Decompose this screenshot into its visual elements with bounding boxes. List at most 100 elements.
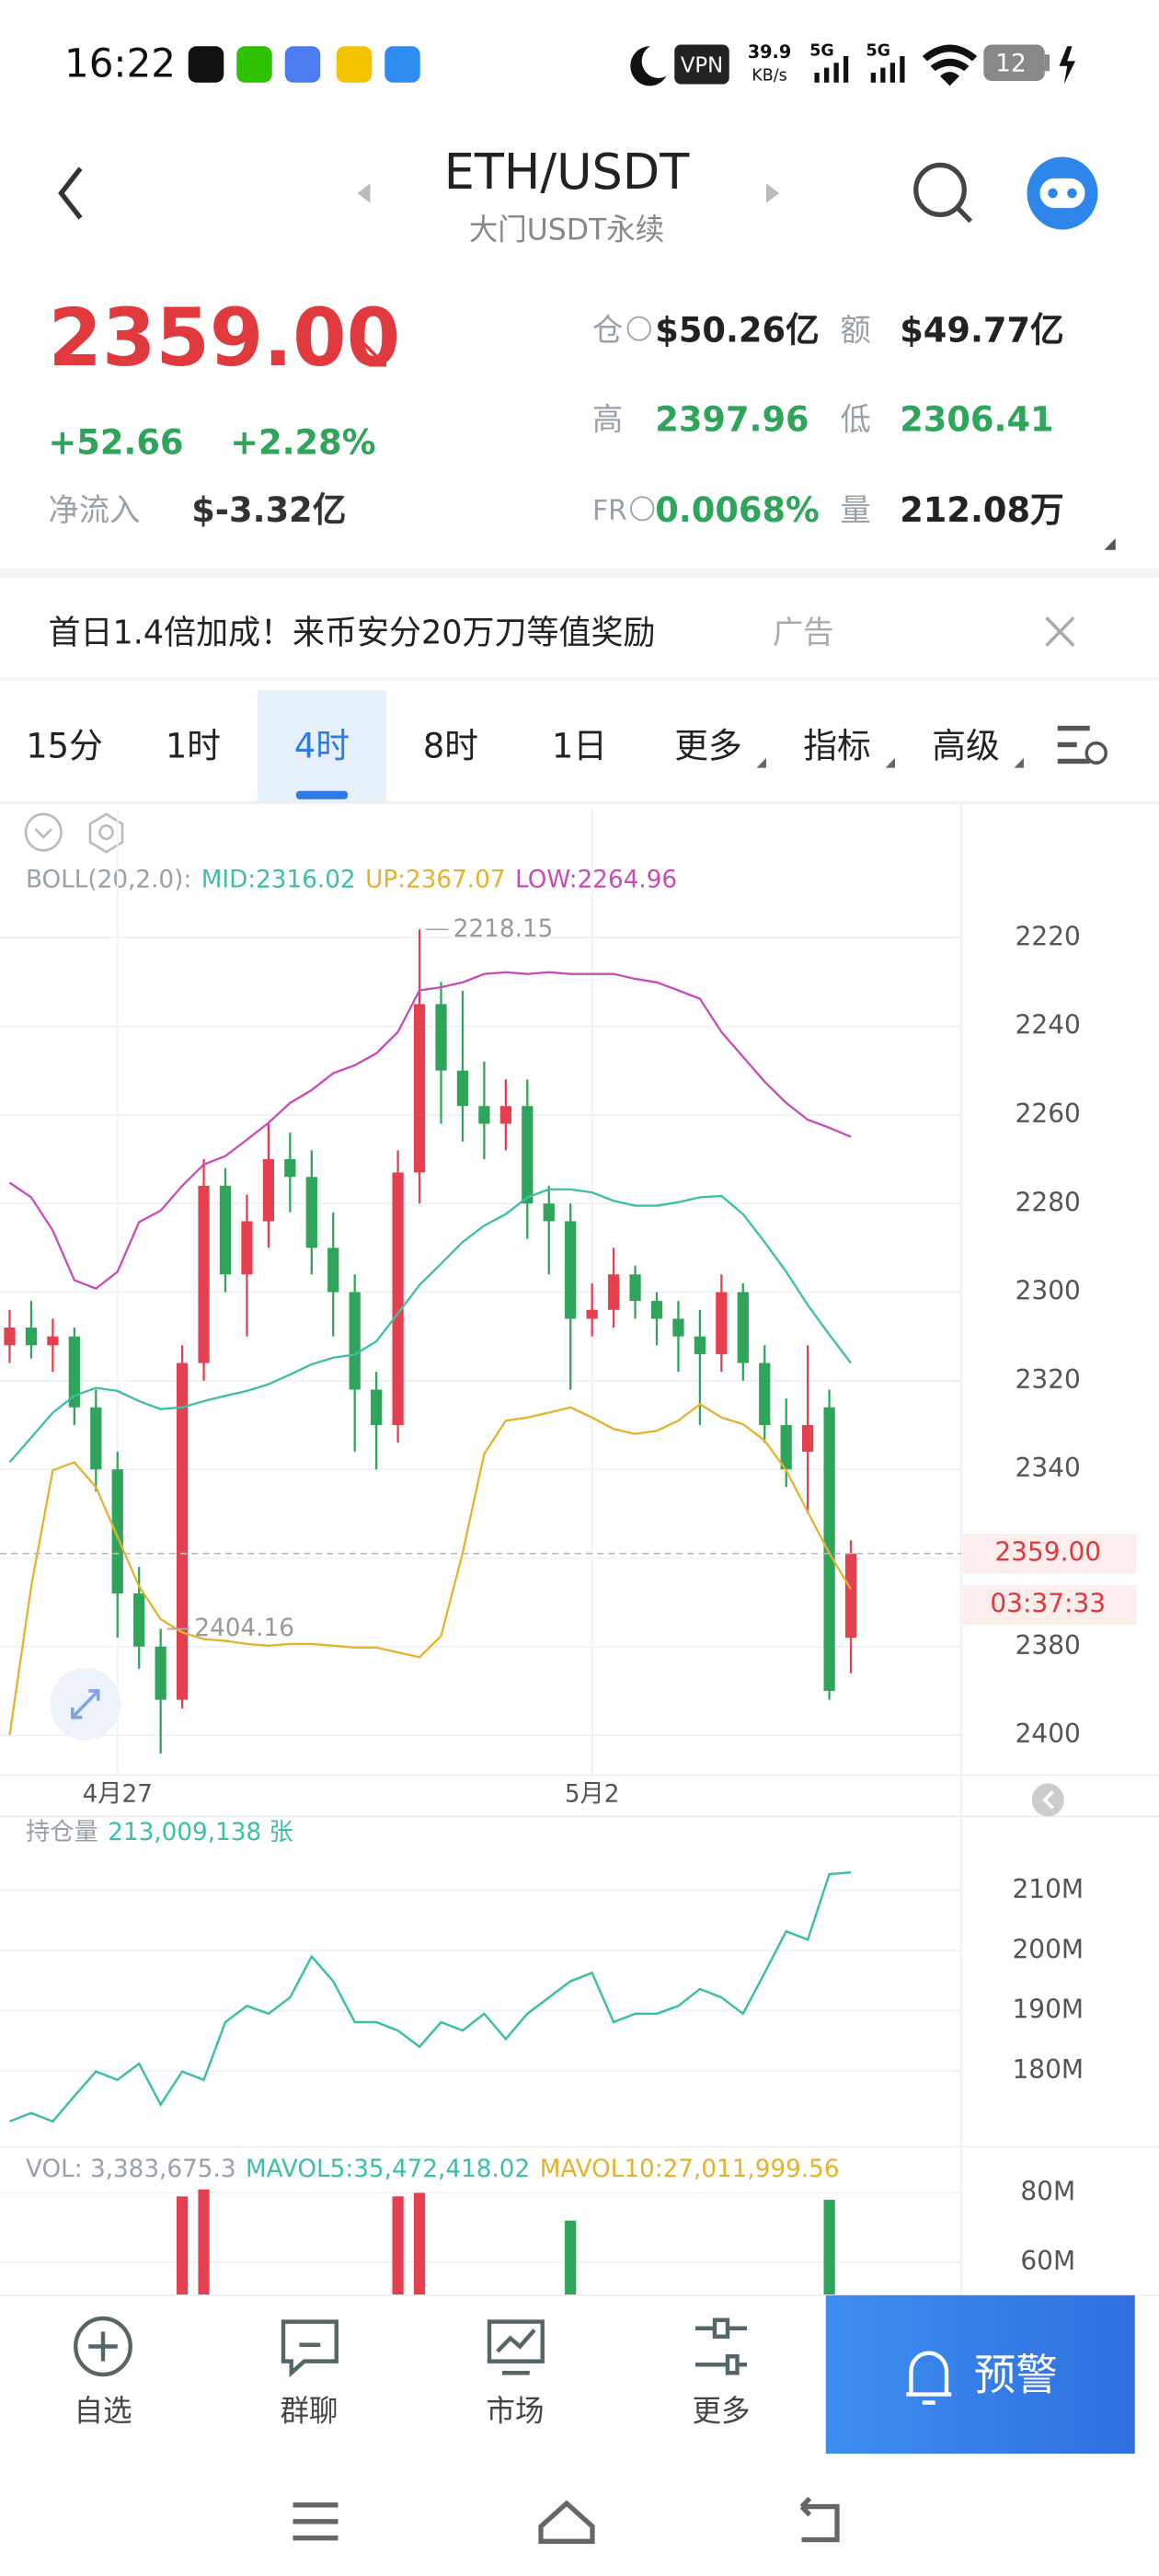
legend-text: LOW:2264.96 xyxy=(515,865,677,893)
candle-body xyxy=(111,1469,123,1594)
avatar-face xyxy=(1039,178,1085,209)
candle-body xyxy=(565,1221,577,1319)
volume-bars xyxy=(176,2189,835,2295)
interval-tab[interactable]: 高级 xyxy=(932,725,1000,766)
candle-body xyxy=(68,1336,80,1408)
interval-tab[interactable]: 4时 xyxy=(294,725,350,766)
battery-tip xyxy=(1044,54,1050,72)
nav-label[interactable]: 市场 xyxy=(487,2393,545,2428)
interval-tab[interactable]: 1时 xyxy=(166,725,221,766)
interval-tab[interactable]: 指标 xyxy=(803,725,871,766)
app-icon xyxy=(384,46,420,83)
alert-label[interactable]: 预警 xyxy=(974,2350,1058,2400)
volume-bar xyxy=(392,2196,404,2295)
candle-body xyxy=(219,1185,232,1275)
pair-title[interactable]: ETH/USDT xyxy=(444,143,690,201)
interval-tab[interactable]: 更多 xyxy=(674,725,742,766)
more-knob xyxy=(712,2317,730,2339)
legend-text: MAVOL10:27,011,999.56 xyxy=(540,2155,840,2183)
menu-key[interactable] xyxy=(293,2502,339,2541)
banner-text[interactable]: 首日1.4倍加成！来币安分20万刀等值奖励 xyxy=(49,614,656,652)
back-key[interactable] xyxy=(799,2496,840,2543)
interval-tab[interactable]: 8时 xyxy=(423,725,478,766)
last-price-label: 2359.00 xyxy=(994,1536,1101,1567)
pair-subtitle: 大门USDT永续 xyxy=(469,212,664,247)
app-icon xyxy=(336,46,373,83)
y-tick-label: 2400 xyxy=(1016,1719,1081,1749)
price-change-pct: +2.28% xyxy=(230,421,375,463)
candle-body xyxy=(90,1407,102,1470)
avatar-eye xyxy=(1067,188,1077,199)
fullscreen-icon xyxy=(71,1689,100,1719)
ad-tag: 广告 xyxy=(773,614,833,650)
bell-icon xyxy=(906,2351,952,2405)
boll-line xyxy=(8,971,852,1290)
next-pair[interactable] xyxy=(766,183,779,203)
candle-body xyxy=(262,1158,275,1222)
watchlist-icon[interactable] xyxy=(74,2316,132,2377)
volume-24h: 212.08万 xyxy=(900,489,1064,531)
y-tick-label: 2260 xyxy=(1016,1098,1081,1129)
y-tick-label: 180M xyxy=(1012,2054,1084,2085)
candle-body xyxy=(284,1158,296,1178)
candle-body xyxy=(607,1274,620,1310)
app-icon xyxy=(236,46,272,83)
expand-corner[interactable] xyxy=(1104,538,1116,550)
oi-line xyxy=(9,1870,852,2123)
candle-body xyxy=(392,1172,404,1425)
chat-icon[interactable] xyxy=(281,2319,339,2378)
more-icon[interactable] xyxy=(695,2326,747,2367)
volume-bar xyxy=(823,2200,835,2295)
candle-body xyxy=(198,1185,210,1363)
active-tab-indicator xyxy=(296,790,348,799)
scroll-latest[interactable] xyxy=(1031,1783,1064,1817)
info-icon[interactable] xyxy=(630,496,655,522)
extreme-label: 2404.16 xyxy=(194,1614,294,1642)
prev-pair[interactable] xyxy=(357,183,371,203)
indicator-settings-dot xyxy=(98,824,114,841)
candle-body xyxy=(241,1221,253,1275)
app-icon xyxy=(284,46,321,83)
interval-tab[interactable]: 15分 xyxy=(26,725,103,766)
nav-label[interactable]: 自选 xyxy=(75,2393,132,2428)
legend-text: MAVOL5:35,472,418.02 xyxy=(246,2155,530,2183)
y-tick-label: 2380 xyxy=(1016,1630,1081,1661)
indicator-settings[interactable] xyxy=(88,812,124,854)
alert-button[interactable] xyxy=(825,2294,1135,2455)
x-tick-label: 5月2 xyxy=(565,1779,620,1808)
net-type: 5G xyxy=(866,42,891,61)
market-chart xyxy=(496,2329,536,2375)
boll-line xyxy=(8,1402,853,1736)
candle-body xyxy=(155,1646,166,1700)
vpn-text: VPN xyxy=(681,53,723,77)
y-tick-label: 2300 xyxy=(1016,1275,1081,1305)
back-button[interactable] xyxy=(58,167,83,220)
label: 额 xyxy=(841,312,871,348)
legend-text: VOL: 3,383,675.3 xyxy=(26,2155,236,2183)
scroll-latest-icon xyxy=(1042,1790,1054,1810)
interval-tab[interactable]: 1日 xyxy=(552,725,607,766)
close-banner[interactable] xyxy=(1045,616,1075,648)
divider xyxy=(0,568,1159,579)
status-bar: 16:22 VPN 39.9 KB/s 5G 5G 12 xyxy=(64,41,1075,87)
collapse-toggle[interactable] xyxy=(24,812,63,852)
y-tick-label: 200M xyxy=(1012,1934,1084,1964)
x-tick-label: 4月27 xyxy=(83,1779,153,1808)
candle-body xyxy=(737,1292,749,1363)
low-24h: 2306.41 xyxy=(900,398,1053,440)
market-icon[interactable] xyxy=(487,2319,545,2363)
divider xyxy=(0,800,1159,805)
search-button[interactable] xyxy=(913,162,967,218)
y-tick-label: 2220 xyxy=(1016,921,1081,951)
label: 量 xyxy=(841,492,871,528)
active-tab-bg xyxy=(258,690,386,801)
y-tick-label: 190M xyxy=(1012,1994,1084,2024)
nav-label[interactable]: 群聊 xyxy=(281,2393,339,2428)
chart-settings-icon[interactable] xyxy=(1057,725,1090,765)
home-key[interactable] xyxy=(538,2500,595,2544)
nav-label[interactable]: 更多 xyxy=(693,2393,751,2428)
info-icon[interactable] xyxy=(626,316,651,341)
extreme-label: 2218.15 xyxy=(453,914,554,943)
